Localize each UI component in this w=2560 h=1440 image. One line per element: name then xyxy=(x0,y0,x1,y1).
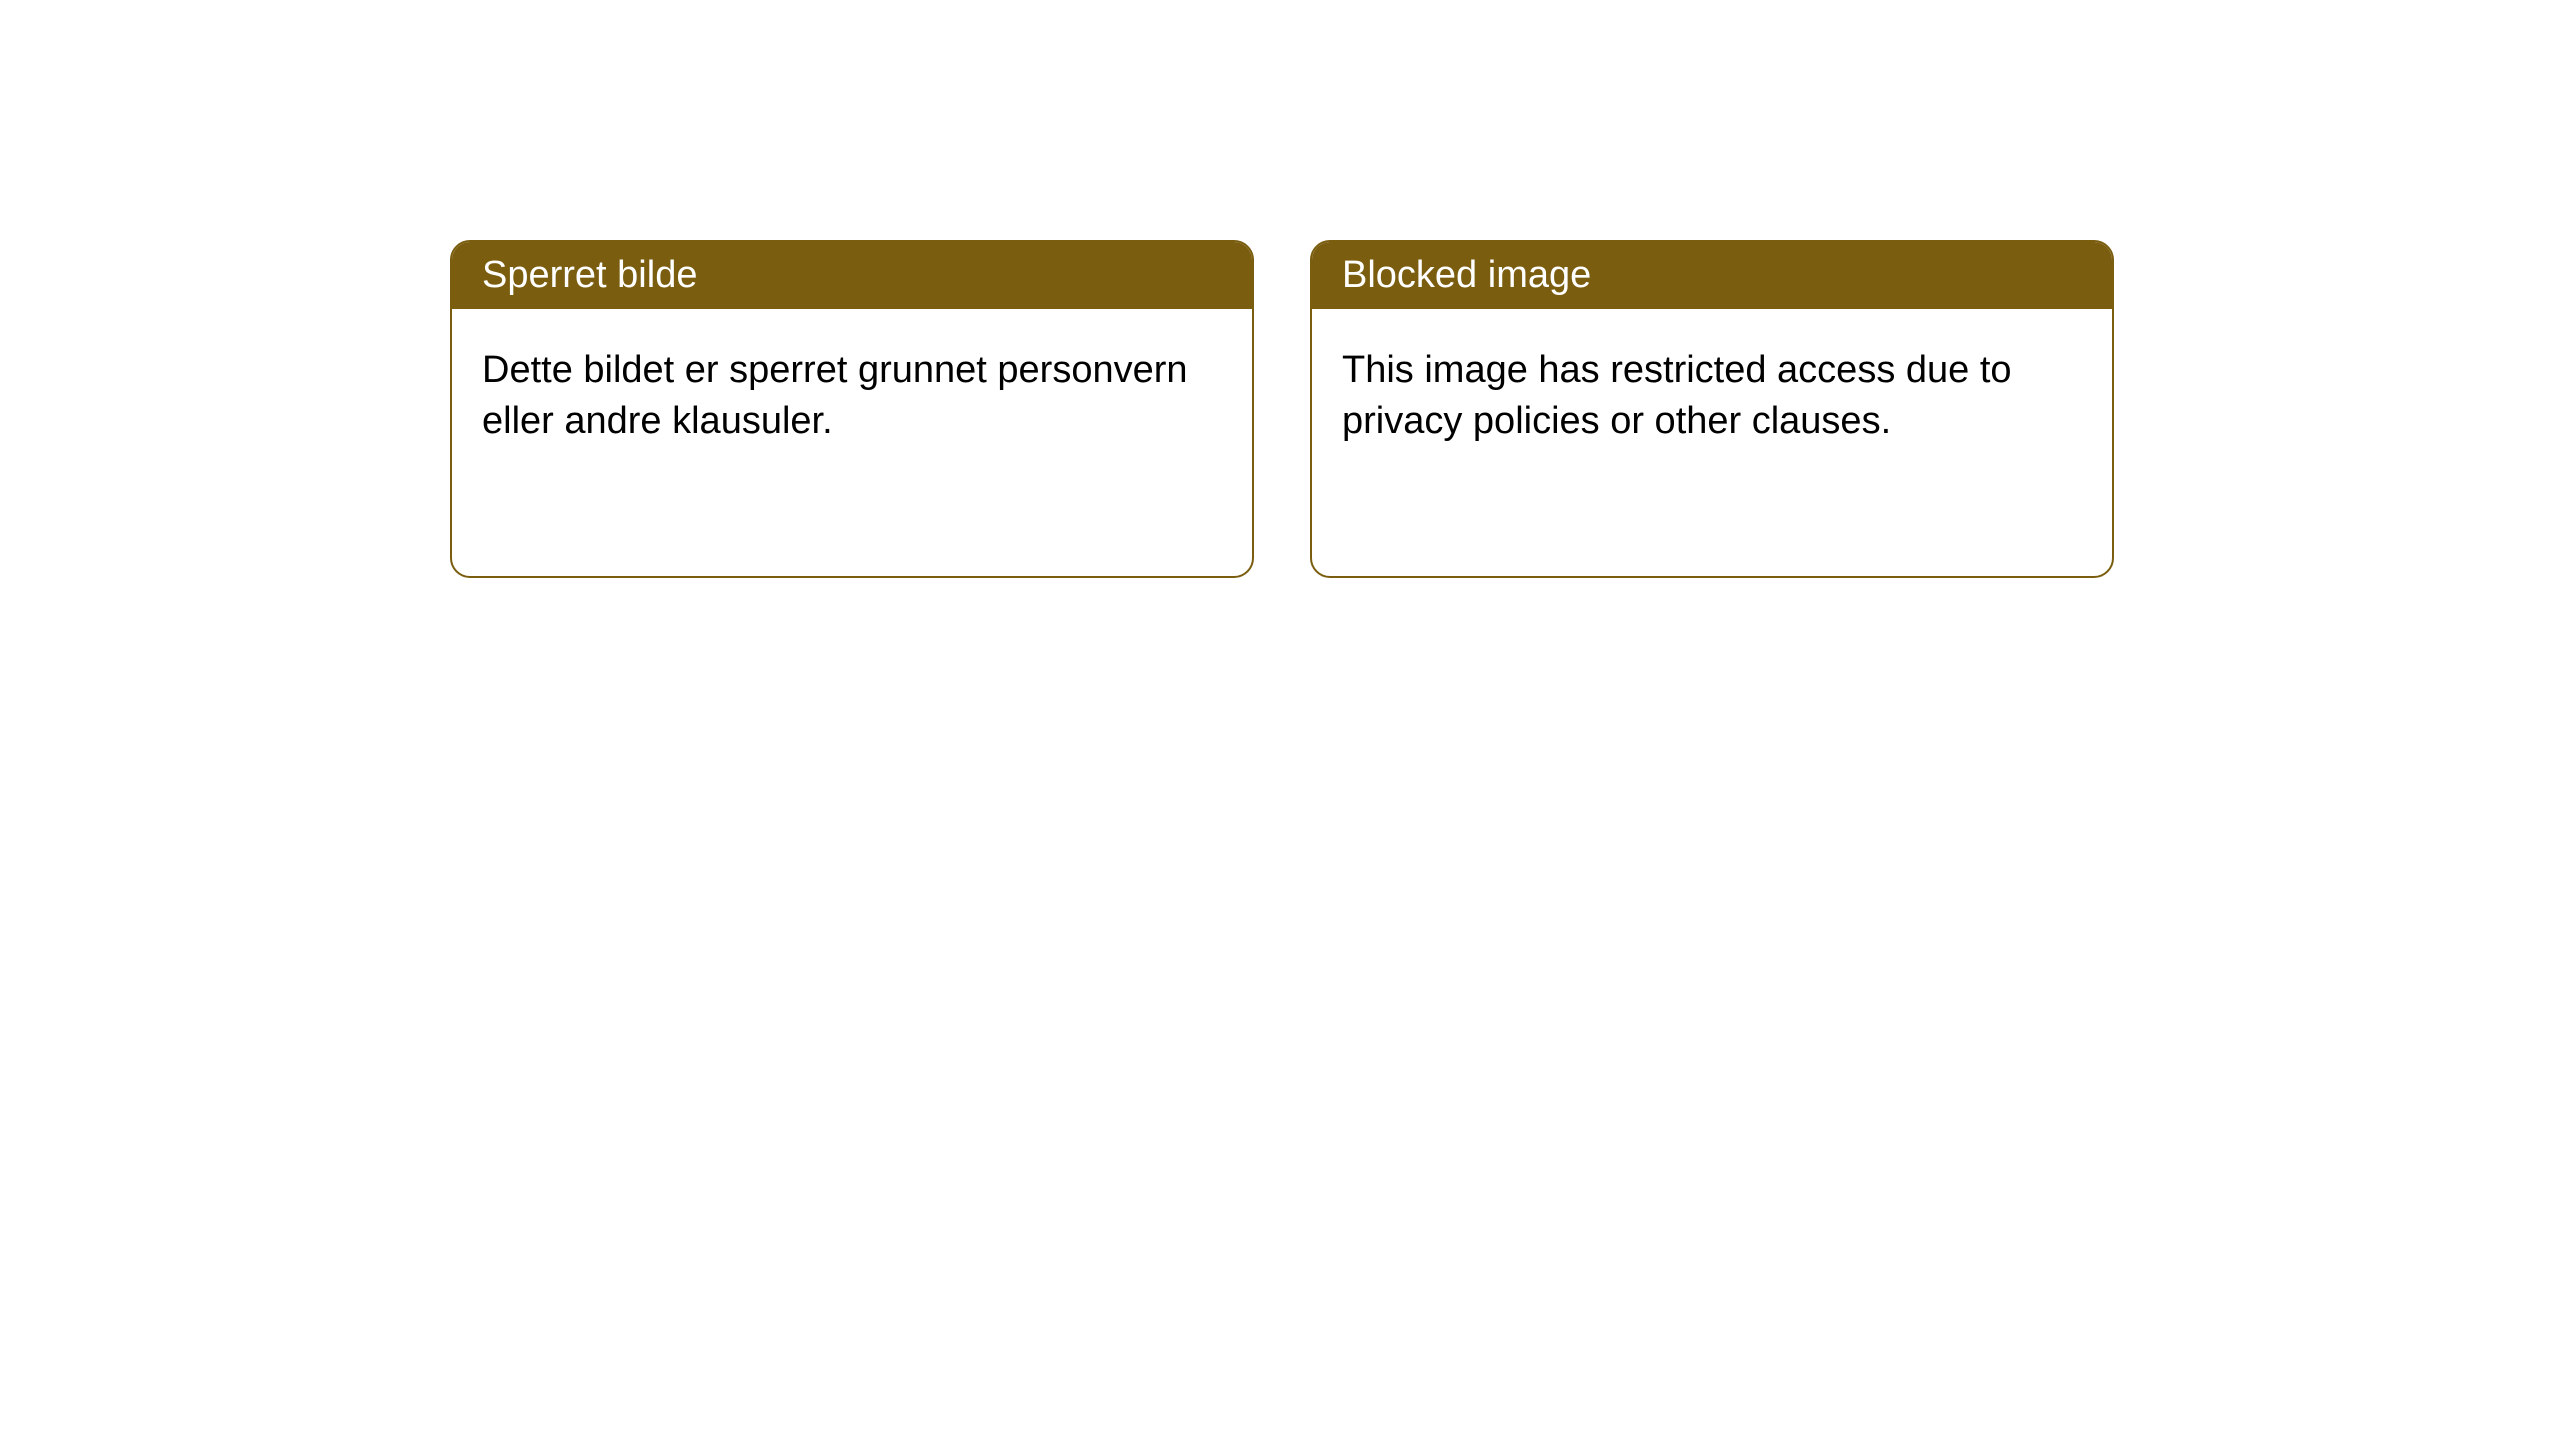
notice-title: Sperret bilde xyxy=(482,254,697,296)
notice-header: Sperret bilde xyxy=(452,242,1252,309)
notice-header: Blocked image xyxy=(1312,242,2112,309)
notice-card-norwegian: Sperret bilde Dette bildet er sperret gr… xyxy=(450,240,1254,578)
notice-card-english: Blocked image This image has restricted … xyxy=(1310,240,2114,578)
notice-body: Dette bildet er sperret grunnet personve… xyxy=(452,309,1252,484)
notice-body: This image has restricted access due to … xyxy=(1312,309,2112,484)
notice-title: Blocked image xyxy=(1342,254,1591,296)
notice-body-text: Dette bildet er sperret grunnet personve… xyxy=(482,349,1188,442)
notice-container: Sperret bilde Dette bildet er sperret gr… xyxy=(0,0,2560,578)
notice-body-text: This image has restricted access due to … xyxy=(1342,349,2012,442)
